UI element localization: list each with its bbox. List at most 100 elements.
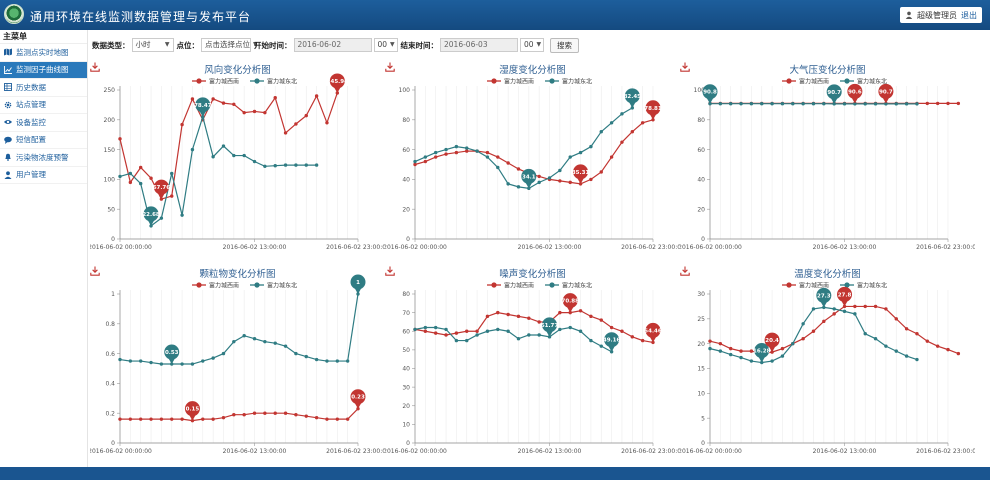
data-point: [904, 102, 909, 106]
data-point: [314, 94, 319, 98]
sidebar-item-stations[interactable]: 站点管理: [0, 97, 87, 114]
data-point: [537, 174, 541, 179]
data-point: [739, 102, 743, 106]
sidebar-item-label: 历史数据: [16, 82, 46, 92]
data-point: [832, 102, 836, 106]
end-time-label: 结束时间：: [400, 40, 439, 50]
chart-title: 风向变化分析图: [204, 65, 271, 76]
data-point: [651, 118, 655, 122]
download-icon[interactable]: [90, 266, 100, 276]
marker-pin: [847, 83, 863, 99]
line-chart: 富力城西南 富力城东北 0 20 40 60 80 100 2016-06-02 00:00:0…: [385, 78, 680, 252]
data-point: [760, 360, 764, 365]
data-type-select[interactable]: 小时 ▼: [131, 38, 174, 52]
sidebar-item-pollution-alert[interactable]: 污染物浓度预警: [0, 149, 87, 167]
sidebar-item-users[interactable]: 用户管理: [0, 167, 87, 184]
data-point: [325, 121, 329, 125]
sidebar-item-history[interactable]: 历史数据: [0, 79, 87, 97]
series-line: [414, 107, 633, 189]
download-icon[interactable]: [680, 62, 690, 72]
data-point: [770, 350, 774, 354]
marker-label: 0.15: [186, 407, 200, 413]
sidebar-item-label: 用户管理: [16, 170, 46, 180]
chat-icon: [4, 136, 12, 144]
data-point: [537, 333, 541, 337]
data-point: [138, 165, 143, 170]
marker-label: 22.68: [142, 212, 160, 218]
chart-air-pressure: 大气压变化分析图 富力城西南 富力城东北 0 20 40 60 80 100 2016-06-0…: [680, 62, 975, 262]
data-point: [801, 337, 805, 341]
user-name[interactable]: 超级管理员: [917, 10, 957, 20]
logout-link[interactable]: 退出: [961, 10, 977, 20]
app-title: 通用环境在线监测数据管理与发布平台: [30, 10, 252, 24]
download-icon[interactable]: [385, 266, 395, 276]
download-icon[interactable]: [90, 62, 100, 72]
x-tick-label: 2016-06-02 00:00:00: [90, 448, 152, 455]
download-icon[interactable]: [680, 266, 690, 276]
legend-swatch-dot: [254, 282, 260, 288]
data-point: [423, 155, 428, 159]
data-point: [884, 102, 888, 106]
sidebar-item-realtime-map[interactable]: 监测点实时地图: [0, 44, 87, 62]
marker-label: 70.88: [562, 299, 580, 305]
user-icon: [905, 11, 913, 19]
data-point: [739, 355, 743, 360]
chevron-down-icon: ▼: [390, 41, 395, 48]
line-chart: 富力城西南 富力城东北 0 50 100 150 200 250 2016-06-02 00:0…: [90, 73, 385, 251]
data-point: [252, 411, 257, 415]
data-point: [345, 359, 350, 363]
sidebar-item-sms[interactable]: 短信配置: [0, 132, 87, 149]
y-tick-label: 20: [697, 206, 705, 213]
data-point: [263, 164, 267, 168]
data-point: [640, 338, 645, 343]
download-icon[interactable]: [385, 62, 395, 72]
marker-label: 35.31: [572, 170, 590, 176]
data-point: [128, 417, 133, 421]
y-tick-label: 20: [402, 403, 410, 410]
y-tick-label: 80: [697, 117, 705, 124]
start-hour-select[interactable]: 00 ▼: [373, 38, 398, 52]
legend-label: 富力城西南: [209, 78, 239, 86]
y-tick-label: 0.2: [105, 410, 115, 417]
sidebar-item-factor-curves[interactable]: 监测因子曲线图: [0, 61, 87, 79]
legend-label: 富力城东北: [857, 78, 887, 86]
end-hour-value: 00: [524, 40, 534, 49]
data-point: [915, 332, 919, 336]
data-point: [232, 412, 236, 417]
table-icon: [4, 83, 12, 92]
legend-swatch-dot: [549, 78, 555, 84]
data-point: [609, 325, 614, 330]
marker-label: 78.47: [194, 103, 212, 109]
data-point: [884, 344, 888, 348]
data-point: [252, 159, 257, 164]
data-point: [915, 102, 919, 106]
data-point: [599, 318, 603, 322]
data-point: [935, 344, 940, 348]
data-point: [423, 329, 428, 333]
legend-label: 富力城东北: [267, 282, 297, 290]
marker-pin: [350, 274, 366, 290]
point-select[interactable]: 点击选择点位 ▼: [201, 38, 258, 52]
search-button[interactable]: 搜索: [550, 37, 579, 53]
legend-swatch-dot: [786, 282, 792, 288]
marker-pin: [329, 73, 345, 89]
data-point: [273, 341, 277, 345]
data-point: [118, 174, 122, 179]
chart-humidity: 湿度变化分析图 富力城西南 富力城东北 0 20 40 60 80 100 2016-06-02…: [385, 62, 680, 262]
y-tick-label: 20: [402, 206, 410, 213]
sidebar-item-label: 站点管理: [16, 100, 46, 110]
marker-pin: [542, 317, 558, 333]
end-hour-select[interactable]: 00 ▼: [520, 38, 544, 52]
data-point: [413, 159, 417, 164]
data-point: [904, 327, 909, 331]
data-point: [578, 329, 583, 333]
sidebar-item-devices[interactable]: 设备监控: [0, 114, 87, 132]
data-point: [770, 102, 774, 106]
y-tick-label: 40: [697, 177, 705, 184]
legend-label: 富力城西南: [799, 282, 829, 290]
y-tick-label: 150: [104, 147, 116, 154]
data-point: [170, 171, 174, 176]
start-date-input[interactable]: 2016-06-02: [293, 38, 372, 52]
end-date-input[interactable]: 2016-06-03: [440, 38, 518, 52]
data-type-value: 小时: [135, 40, 151, 49]
